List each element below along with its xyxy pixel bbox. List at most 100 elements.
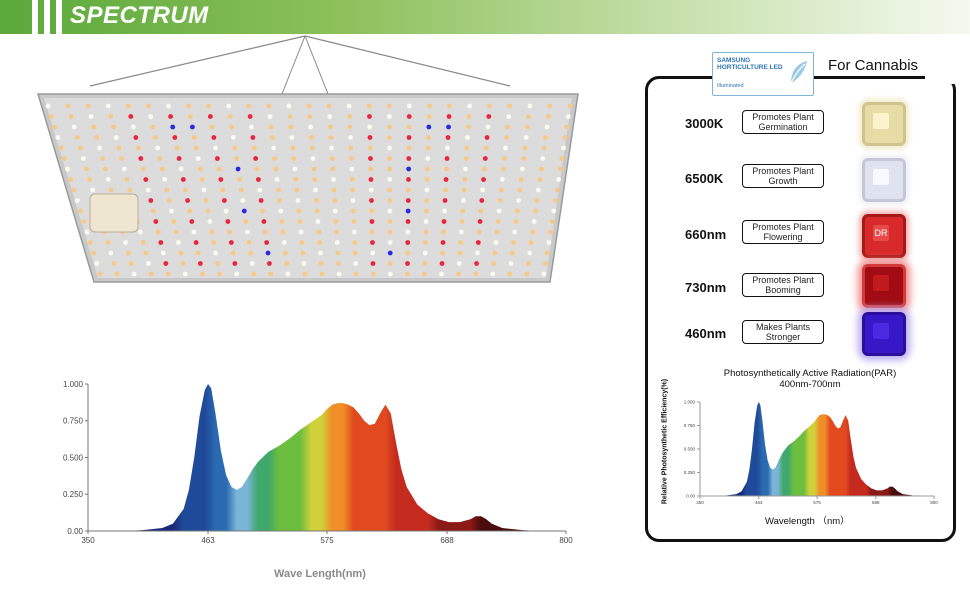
led-dot (127, 187, 133, 193)
led-dot (518, 177, 524, 182)
led-dot (387, 198, 393, 203)
led-dot (332, 198, 338, 203)
led-dot (257, 187, 263, 193)
led-dot (169, 208, 174, 214)
led-dot (237, 177, 243, 182)
led-dot (368, 187, 374, 193)
led-dot (273, 166, 279, 172)
led-dot (493, 240, 499, 245)
led-dot (108, 187, 114, 193)
led-dot (549, 219, 555, 224)
led-dot (406, 124, 412, 130)
led-dot (317, 240, 322, 245)
led-dot (174, 145, 180, 151)
led-dot (405, 198, 411, 203)
led-dot (211, 240, 217, 245)
led-dot (443, 177, 449, 182)
led-dot (199, 177, 205, 182)
led-dot (315, 219, 321, 224)
led-dot (456, 261, 462, 266)
led-dot (426, 135, 431, 140)
led-dot (406, 177, 411, 182)
led-dot (422, 250, 428, 256)
led-dot (444, 166, 449, 172)
led-dot (213, 250, 219, 256)
led-dot (170, 124, 176, 130)
led-dot (519, 166, 525, 172)
led-dot (318, 261, 324, 266)
led-dot (504, 135, 509, 140)
led-dot (565, 114, 571, 119)
led-dot (301, 261, 307, 266)
led-dot (406, 166, 412, 172)
led-dot (386, 103, 392, 109)
led-dot (317, 250, 323, 256)
led-dot (546, 240, 552, 245)
led-dot (496, 208, 502, 214)
led-dot (313, 198, 319, 203)
led-dot (166, 198, 172, 203)
led-dot (446, 124, 451, 130)
led-dot (551, 208, 557, 214)
led-dot (350, 198, 356, 203)
led-dot (211, 135, 217, 140)
led-dot (524, 124, 530, 130)
led-dot (368, 177, 374, 182)
led-dot (201, 187, 207, 193)
led-dot (223, 208, 229, 214)
led-dot (387, 135, 392, 140)
par-ylabel: Relative Photosynthetic Efficiency(%) (661, 378, 669, 505)
led-dot (336, 271, 342, 277)
main-chart-xlabel: Wave Length(nm) (274, 568, 366, 580)
led-dot (297, 219, 303, 224)
led-dot (498, 187, 504, 193)
led-dot (140, 240, 146, 245)
led-chip-460nm (862, 312, 906, 356)
led-dot (309, 145, 315, 151)
led-dot (166, 103, 171, 109)
led-dot (509, 250, 515, 256)
led-dot (313, 187, 318, 193)
led-dot (182, 271, 188, 277)
led-dot (536, 187, 541, 193)
led-dot (497, 198, 503, 203)
led-dot (458, 229, 464, 235)
led-dot (280, 229, 286, 235)
led-dot (277, 198, 282, 203)
led-dot (148, 271, 154, 277)
par-title: Photosynthetically Active Radiation(PAR)… (723, 368, 897, 390)
led-dot (316, 229, 322, 235)
led-dot (228, 240, 234, 245)
led-dot (479, 198, 485, 203)
led-dot (71, 124, 77, 130)
led-dot (274, 177, 280, 182)
y-tick-label: 0.750 (684, 423, 696, 428)
led-dot (512, 229, 518, 235)
led-dot (426, 124, 432, 130)
led-dot (187, 208, 193, 214)
led-dot (507, 271, 513, 277)
led-dot (332, 208, 338, 214)
led-dot (124, 177, 130, 182)
led-dot (331, 177, 336, 182)
x-tick-label: 688 (872, 500, 880, 505)
row-description: Makes Plants Stronger (742, 320, 824, 344)
led-dot (439, 261, 445, 266)
led-dot (74, 135, 80, 140)
led-dot (422, 261, 428, 266)
led-dot (387, 250, 393, 256)
led-dot (547, 103, 553, 109)
led-dot (439, 271, 444, 277)
led-dot (503, 145, 508, 151)
led-dot (445, 145, 450, 151)
led-dot (58, 145, 64, 151)
led-dot (294, 187, 300, 193)
led-dot (352, 240, 358, 245)
led-dot (369, 208, 375, 214)
led-dot (71, 187, 77, 193)
led-dot (387, 208, 393, 214)
led-dot (425, 166, 430, 172)
led-dot (143, 250, 149, 256)
led-dot (423, 208, 429, 214)
led-dot (511, 240, 516, 245)
